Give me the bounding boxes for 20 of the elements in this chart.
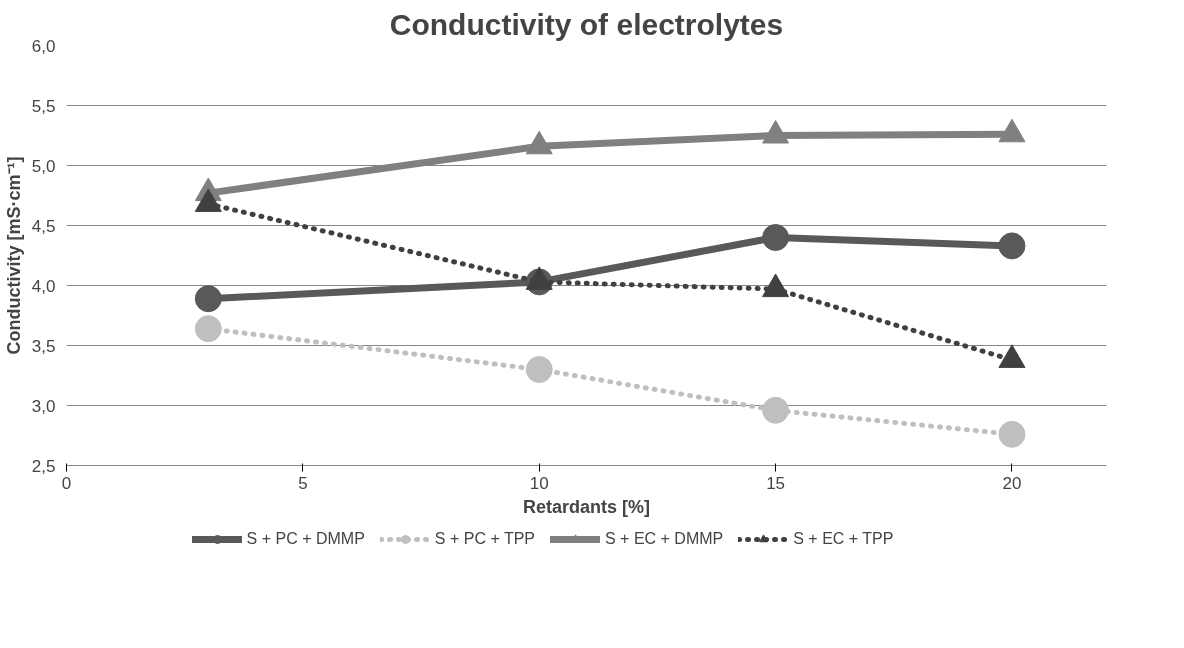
x-axis-title: Retardants [%] [522, 496, 651, 517]
y-axis-title: Conductivity [mS·cm⁻¹] [3, 156, 24, 355]
y-tick-label: 6,0 [31, 36, 56, 56]
y-tick-label: 4,0 [31, 276, 56, 296]
x-tick-label: 10 [529, 473, 549, 493]
y-tick-label: 5,5 [31, 96, 56, 116]
x-tick-label: 0 [61, 473, 72, 493]
legend-label: S + EC + DMMP [605, 530, 724, 548]
x-tick-label: 15 [766, 473, 786, 493]
y-tick-label: 2,5 [31, 456, 56, 476]
y-tick-label: 5,0 [31, 156, 56, 176]
legend-label: S + PC + DMMP [246, 530, 365, 548]
legend-label: S + EC + TPP [793, 530, 894, 548]
x-tick-label: 20 [1002, 473, 1022, 493]
y-tick-label: 3,5 [31, 336, 56, 356]
y-tick-label: 4,5 [31, 216, 56, 236]
chart-title: Conductivity of electrolytes [389, 7, 784, 41]
legend-label: S + PC + TPP [434, 530, 535, 548]
x-tick-label: 5 [298, 473, 308, 493]
y-tick-label: 3,0 [31, 396, 56, 416]
